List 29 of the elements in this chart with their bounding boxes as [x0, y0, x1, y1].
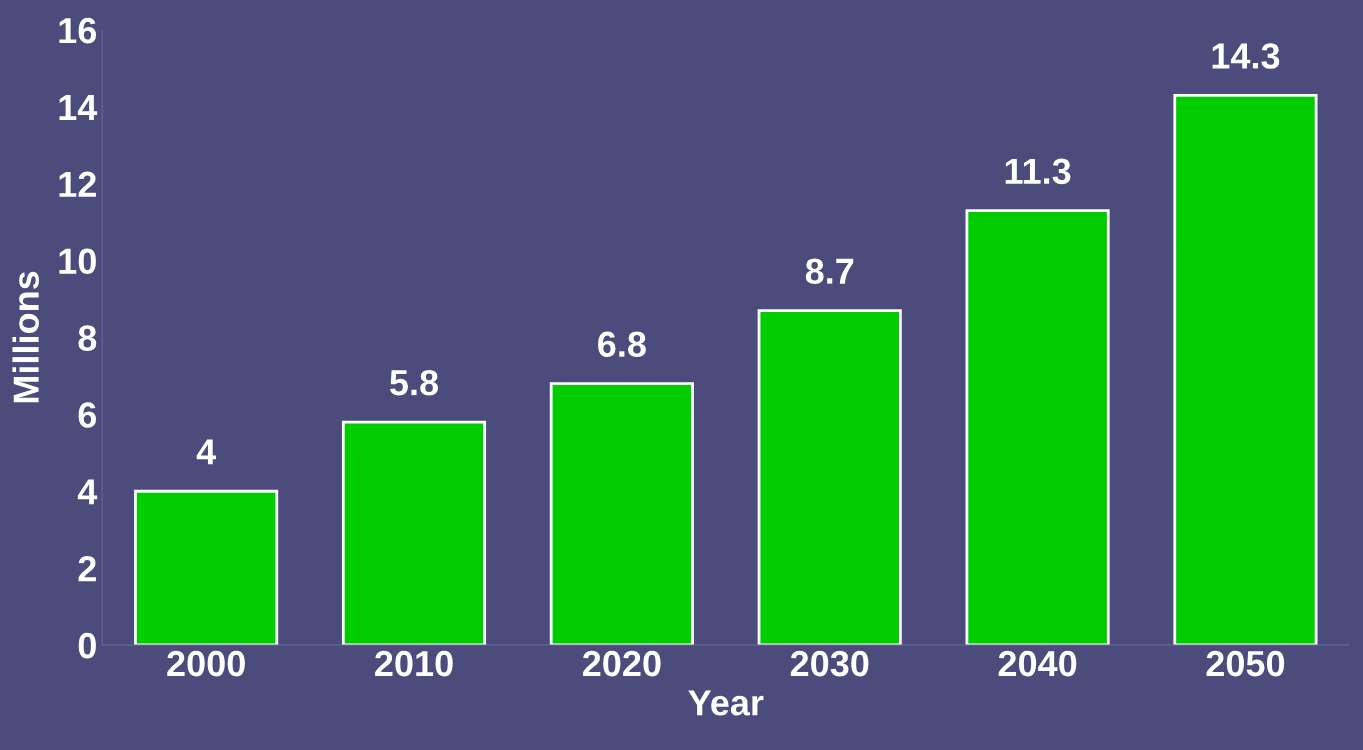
data-label: 4	[196, 439, 216, 465]
bar	[1173, 93, 1318, 645]
y-tick-label: 12	[59, 171, 96, 197]
y-tick-label: 16	[59, 17, 97, 44]
y-tick-label: 6	[78, 402, 97, 428]
x-axis-title: Year	[688, 690, 764, 716]
data-label: 6.8	[598, 331, 646, 358]
x-tick-label: 2010	[375, 650, 453, 677]
y-tick-label: 14	[59, 95, 98, 120]
bar	[965, 209, 1110, 645]
y-tick-label: 10	[59, 248, 96, 275]
data-label: 8.7	[805, 258, 854, 285]
data-label: 14.3	[1212, 43, 1280, 69]
bar	[549, 382, 694, 645]
x-tick-label: 2030	[790, 650, 869, 677]
x-tick-label: 2000	[167, 650, 245, 677]
bar	[757, 309, 902, 645]
x-tick-label: 2040	[998, 650, 1077, 677]
bar	[134, 489, 279, 645]
data-label: 5.8	[390, 369, 439, 396]
bar	[341, 420, 487, 645]
y-tick-label: 0	[78, 632, 96, 659]
y-tick-label: 2	[78, 555, 96, 582]
x-tick-label: 2050	[1206, 650, 1285, 677]
y-tick-label: 4	[77, 479, 98, 505]
data-label: 11.3	[1005, 158, 1071, 185]
y-tick-label: 8	[78, 325, 97, 351]
y-axis-title: Millions	[12, 271, 39, 403]
x-tick-label: 2020	[582, 650, 661, 677]
